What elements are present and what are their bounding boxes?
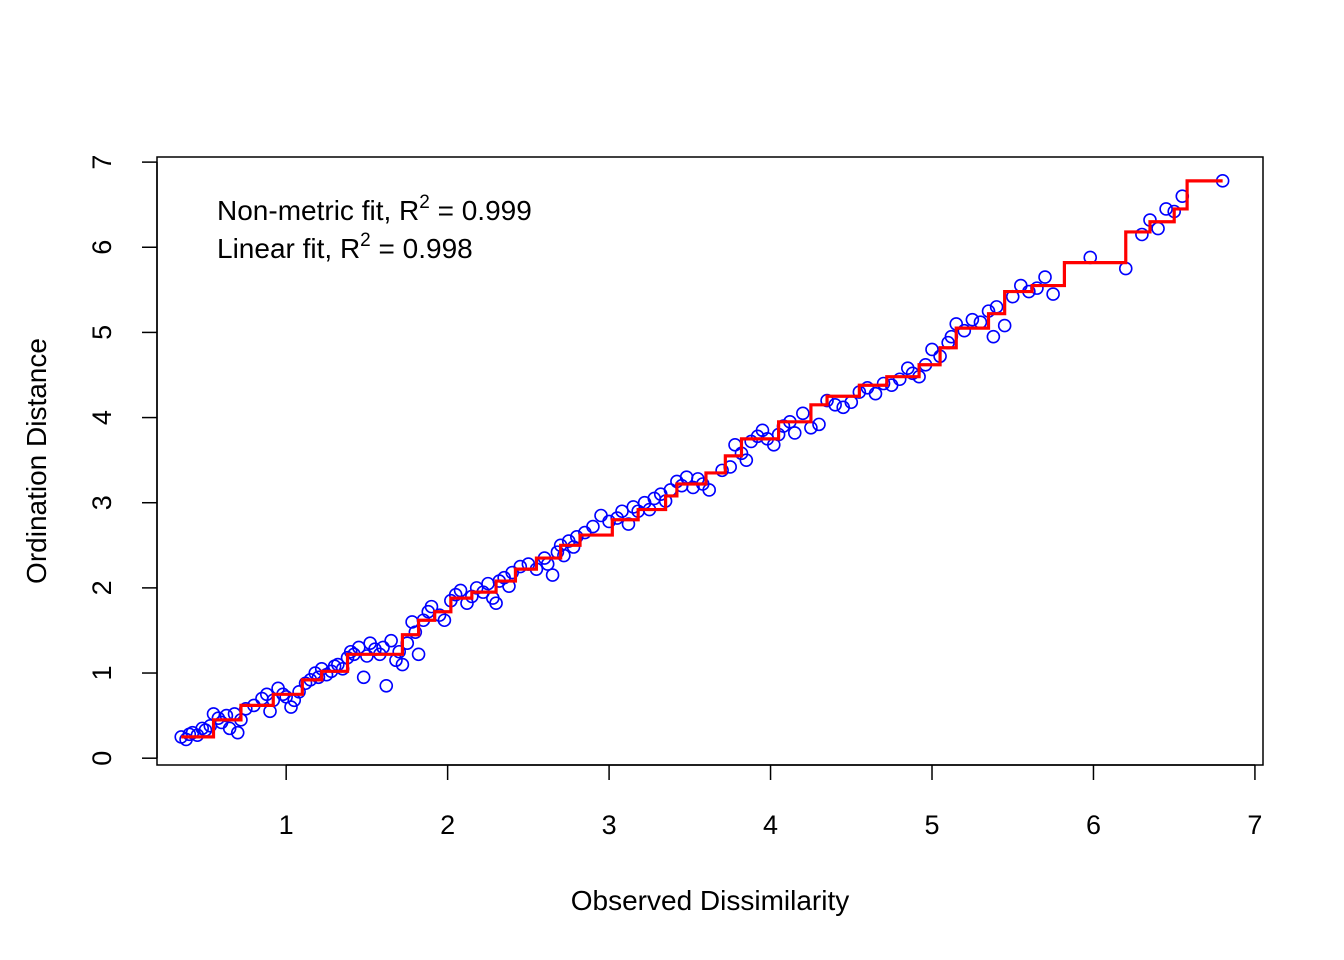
data-point [986,329,1001,344]
x-tick-label: 1 [279,810,294,840]
data-point [997,318,1012,333]
data-point [424,599,439,614]
nonmetric-fit-value: = 0.999 [430,195,532,226]
y-ticks: 0 1 2 3 4 5 6 7 [87,155,157,766]
data-point [892,372,907,387]
data-point [284,700,298,714]
x-tick-label: 6 [1086,810,1101,840]
data-point [621,517,636,531]
data-point [626,500,641,514]
x-ticks: 1 2 3 4 5 6 7 [279,765,1262,840]
fit-lines [181,179,1223,739]
data-point [702,483,716,497]
y-tick-label: 7 [87,155,117,170]
y-tick-label: 5 [87,325,117,340]
y-tick-label: 1 [87,666,117,681]
y-tick-label: 0 [87,751,117,766]
data-point [545,568,560,582]
linear-fit-label: Linear fit, R2 = 0.998 [217,230,473,264]
linear-fit-prefix: Linear fit, R [217,233,360,264]
data-point [513,559,528,574]
data-point [828,397,842,412]
data-point [965,312,980,327]
data-point [586,519,600,534]
data-point [868,386,883,401]
data-point [820,393,834,408]
data-point [392,644,406,659]
data-point [453,583,468,598]
x-tick-label: 4 [763,810,778,840]
data-point [796,406,810,421]
y-tick-label: 3 [87,495,117,510]
data-point [1159,202,1173,216]
data-point [311,670,326,685]
data-point [230,725,245,740]
data-point [356,670,371,685]
linear-fit-superscript: 2 [360,230,371,251]
data-point [360,649,374,663]
fit-statistics-legend: Non-metric fit, R2 = 0.999 Linear fit, R… [217,192,532,264]
x-tick-label: 5 [924,810,939,840]
data-point [343,644,358,659]
data-point [787,426,802,440]
data-point [379,679,394,693]
y-tick-label: 6 [87,240,117,255]
nonmetric-fit-superscript: 2 [419,192,430,213]
x-tick-label: 3 [602,810,617,840]
y-tick-label: 4 [87,410,117,425]
data-point [211,711,226,725]
x-tick-label: 2 [440,810,455,840]
data-point [292,684,306,699]
data-point [219,708,234,723]
data-point [411,647,426,662]
data-point [448,587,463,602]
nonmetric-step-fit-line [181,179,1223,739]
data-point [610,511,624,525]
data-point [569,529,584,544]
data-point [876,376,891,391]
data-point [222,721,237,736]
nonmetric-fit-label: Non-metric fit, R2 = 0.999 [217,192,532,226]
data-point [925,342,939,357]
data-point [1046,287,1060,301]
y-tick-label: 2 [87,580,117,595]
data-point [557,548,571,563]
x-axis-title: Observed Dissimilarity [571,885,850,916]
data-point [812,417,826,432]
axes: 1 2 3 4 5 6 7 0 1 2 3 4 5 6 7 [87,155,1262,840]
data-point [739,453,754,467]
data-point [384,633,398,648]
data-point [957,323,972,338]
data-point [715,463,729,478]
nonmetric-fit-prefix: Non-metric fit, R [217,195,419,226]
data-point [602,514,616,529]
x-tick-label: 7 [1247,810,1262,840]
data-point [408,625,423,639]
data-point [395,657,410,672]
data-point [437,613,452,628]
data-point [1135,227,1149,242]
y-axis-title: Ordination Distance [21,338,52,584]
linear-fit-value: = 0.998 [371,233,473,264]
data-point [1038,270,1052,284]
data-point [615,504,629,519]
data-point [489,596,503,611]
